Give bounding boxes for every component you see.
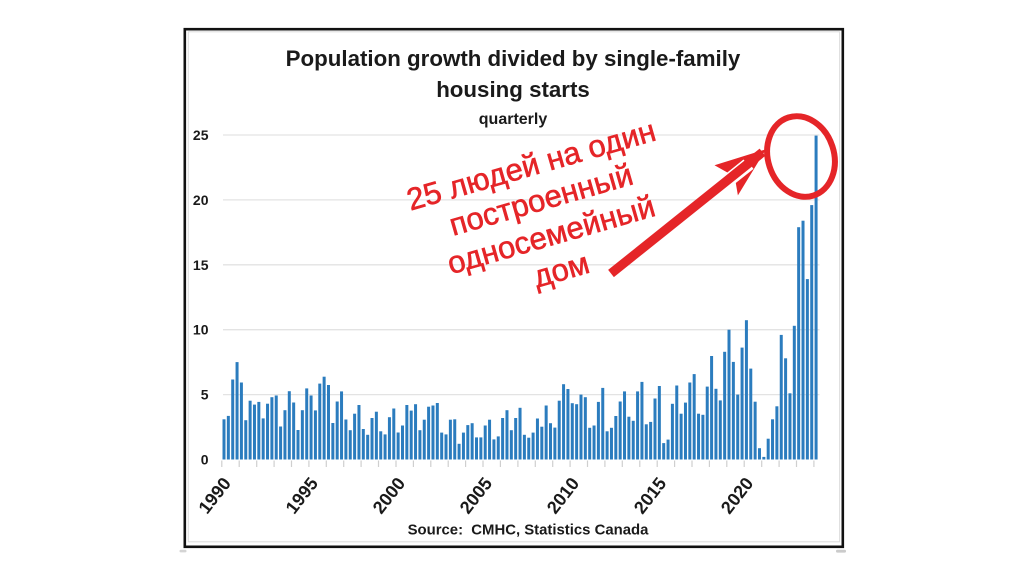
svg-text:20: 20 — [193, 192, 209, 208]
svg-text:10: 10 — [193, 322, 209, 338]
svg-text:quarterly: quarterly — [479, 111, 548, 128]
svg-text:5: 5 — [201, 387, 209, 403]
svg-text:0: 0 — [201, 452, 209, 468]
svg-text:15: 15 — [193, 257, 209, 273]
svg-text:Population growth divided by s: Population growth divided by single-fami… — [286, 46, 741, 71]
svg-text:25: 25 — [193, 127, 209, 143]
svg-text:housing starts: housing starts — [436, 77, 590, 102]
svg-text:Source: CMHC, Statistics Cana: Source: CMHC, Statistics Canada — [408, 523, 650, 539]
